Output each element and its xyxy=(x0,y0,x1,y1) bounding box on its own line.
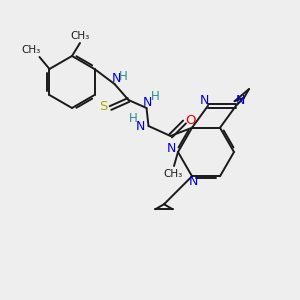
Text: N: N xyxy=(199,94,209,107)
Text: N: N xyxy=(188,175,198,188)
Text: N: N xyxy=(235,94,245,107)
Text: CH₃: CH₃ xyxy=(70,31,90,41)
Text: CH₃: CH₃ xyxy=(22,45,41,55)
Text: N: N xyxy=(166,142,176,155)
Text: H: H xyxy=(119,70,128,83)
Text: N: N xyxy=(136,121,145,134)
Text: N: N xyxy=(112,73,121,85)
Text: H: H xyxy=(129,112,138,125)
Text: S: S xyxy=(99,100,108,113)
Text: N: N xyxy=(143,95,152,109)
Text: H: H xyxy=(151,91,160,103)
Text: O: O xyxy=(185,115,196,128)
Text: CH₃: CH₃ xyxy=(164,169,183,179)
